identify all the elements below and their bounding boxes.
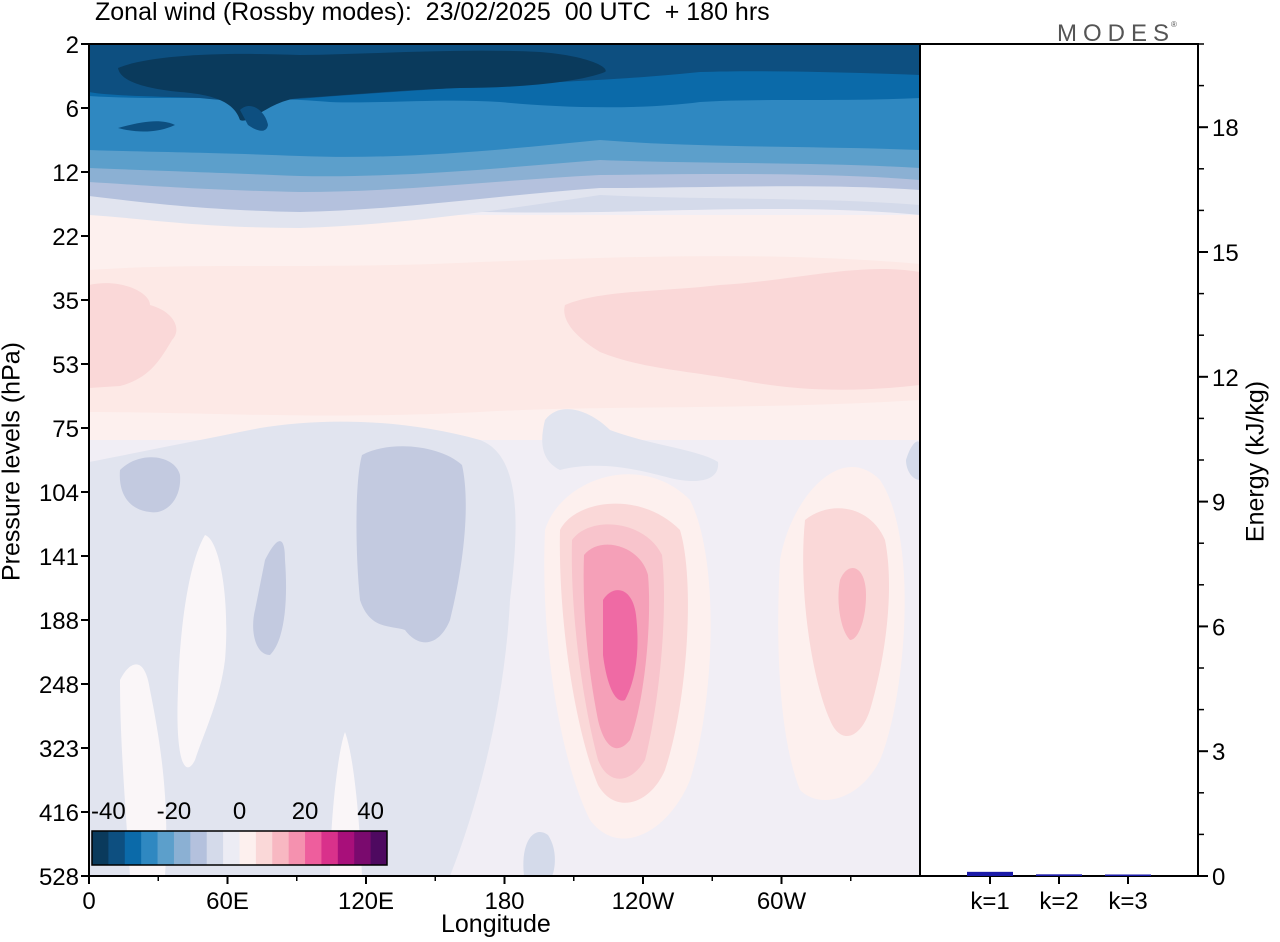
y-tick-label: 323 — [39, 736, 79, 763]
y-tick-label: 53 — [52, 352, 79, 379]
energy-axis-label: Energy (kJ/kg) — [1241, 380, 1270, 543]
x-tick-label: 180 — [484, 888, 524, 915]
logo-text: MODES — [1057, 20, 1176, 47]
energy-tick-label: 15 — [1212, 240, 1239, 267]
x-tick-label: 60E — [206, 888, 249, 915]
x-tick-label: 0 — [82, 888, 95, 915]
colorbar-swatch — [288, 831, 306, 865]
y-tick-label: 35 — [52, 288, 79, 315]
y-tick-label: 528 — [39, 864, 79, 891]
colorbar-swatch — [354, 831, 372, 865]
x-axis-label: Longitude — [441, 910, 551, 938]
colorbar-swatch — [190, 831, 208, 865]
y-tick-label: 104 — [39, 480, 79, 507]
energy-tick-label: 0 — [1212, 864, 1225, 891]
colorbar-swatch — [92, 831, 109, 865]
energy-bar — [1036, 874, 1082, 876]
energy-tick-label: 12 — [1212, 365, 1239, 392]
pressure-axis: 2 6 12 22 35 53 75 104 141 188 248 323 416 528 — [39, 32, 89, 891]
x-tick-label: 60W — [757, 888, 807, 915]
y-tick-label: 22 — [52, 224, 79, 251]
colorbar-tick-label: 20 — [292, 798, 319, 825]
y-tick-label: 2 — [66, 32, 79, 59]
energy-axis: 0 3 6 9 12 15 18 — [1198, 43, 1239, 891]
colorbar-swatch — [141, 831, 159, 865]
colorbar-tick-label: 40 — [357, 798, 384, 825]
colorbar-swatch — [255, 831, 273, 865]
energy-bars: k=1 k=2 k=3 — [967, 871, 1151, 915]
colorbar-swatch — [305, 831, 322, 865]
energy-tick-label: 9 — [1212, 490, 1225, 517]
y-tick-label: 141 — [39, 544, 79, 571]
energy-bar — [967, 871, 1013, 876]
y-tick-label: 12 — [52, 160, 79, 187]
y-tick-label: 75 — [52, 416, 79, 443]
y-tick-label: 248 — [39, 672, 79, 699]
colorbar-swatch — [223, 831, 240, 865]
energy-tick-label: 3 — [1212, 739, 1225, 766]
colorbar-swatch — [157, 831, 175, 865]
colorbar-swatch — [272, 831, 290, 865]
registered-mark: ® — [1171, 20, 1177, 29]
bar-category-label: k=2 — [1039, 888, 1078, 915]
energy-tick-label: 6 — [1212, 614, 1225, 641]
colorbar-swatch — [206, 831, 224, 865]
colorbar-tick-label: 0 — [233, 798, 246, 825]
bar-panel-frame — [919, 43, 1199, 877]
colorbar-swatch — [239, 831, 257, 865]
y-tick-label: 416 — [39, 800, 79, 827]
colorbar-frame — [91, 830, 388, 866]
colorbar-swatch — [370, 831, 388, 865]
modes-logo: MODES® — [1057, 20, 1177, 48]
y-axis-label: Pressure levels (hPa) — [0, 342, 26, 581]
energy-bar — [1105, 874, 1151, 876]
colorbar-tick-label: -20 — [157, 798, 192, 825]
y-tick-label: 6 — [66, 96, 79, 123]
colorbar-swatch — [173, 831, 191, 865]
colorbar-swatch — [321, 831, 339, 865]
bar-category-label: k=1 — [970, 888, 1009, 915]
x-tick-label: 120W — [612, 888, 675, 915]
longitude-axis: 0 60E 120E 180 120W 60W — [82, 876, 852, 915]
chart-title: Zonal wind (Rossby modes): 23/02/2025 00… — [95, 0, 770, 26]
heatmap-field — [89, 44, 920, 876]
colorbar-swatch — [124, 831, 142, 865]
colorbar: -40 -20 0 20 40 — [91, 798, 388, 866]
y-tick-label: 188 — [39, 608, 79, 635]
x-tick-label: 120E — [338, 888, 394, 915]
colorbar-tick-label: -40 — [91, 798, 126, 825]
bar-category-label: k=3 — [1108, 888, 1147, 915]
colorbar-swatch — [108, 831, 126, 865]
energy-tick-label: 18 — [1212, 115, 1239, 142]
colorbar-swatch — [337, 831, 355, 865]
